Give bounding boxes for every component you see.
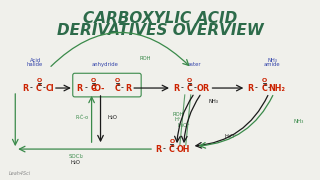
Text: H₂O: H₂O (108, 115, 117, 120)
Text: C: C (169, 145, 175, 154)
Text: OH: OH (177, 145, 190, 154)
Text: R: R (155, 145, 161, 154)
Text: H₃O⁺: H₃O⁺ (177, 123, 190, 128)
Text: -: - (255, 84, 258, 93)
Text: ROH: ROH (172, 112, 184, 117)
Text: -: - (163, 145, 165, 154)
Text: R-Č-o: R-Č-o (75, 115, 88, 120)
Text: ROH: ROH (140, 56, 151, 61)
Text: C: C (36, 84, 42, 93)
Text: O: O (187, 78, 192, 83)
Text: -: - (175, 145, 178, 154)
Text: O: O (91, 78, 96, 83)
Text: NH₃: NH₃ (209, 99, 219, 104)
Text: -: - (268, 84, 270, 93)
Text: -O-: -O- (92, 84, 105, 93)
Text: -: - (193, 84, 196, 93)
Text: -: - (121, 84, 124, 93)
Text: R: R (247, 84, 253, 93)
Text: Cl: Cl (46, 84, 54, 93)
Text: C: C (261, 84, 267, 93)
Text: H₂O: H₂O (71, 160, 81, 165)
Text: NH₃: NH₃ (293, 119, 304, 124)
Text: R: R (203, 84, 209, 93)
Text: R: R (173, 84, 179, 93)
Text: H₃O⁺: H₃O⁺ (225, 134, 238, 139)
Text: O: O (36, 78, 42, 83)
Text: C: C (187, 84, 193, 93)
Text: R: R (77, 84, 83, 93)
Text: C: C (115, 84, 120, 93)
Text: CARBOXYLIC ACID: CARBOXYLIC ACID (83, 11, 237, 26)
Text: Acid: Acid (29, 58, 41, 63)
Text: -: - (84, 84, 87, 93)
Text: R: R (125, 84, 131, 93)
Text: ester: ester (188, 62, 202, 67)
Text: anhydride: anhydride (92, 62, 119, 67)
Text: R: R (22, 84, 28, 93)
Text: H⁺: H⁺ (174, 117, 181, 122)
Text: DERIVATIVES OVERVIEW: DERIVATIVES OVERVIEW (57, 23, 263, 38)
Text: C: C (91, 84, 97, 93)
Text: O: O (196, 84, 203, 93)
Text: amide: amide (264, 62, 280, 67)
Text: NH₃: NH₃ (267, 58, 277, 63)
Text: O: O (169, 139, 174, 144)
Text: Leah4Sci: Leah4Sci (9, 171, 31, 176)
Text: halide: halide (27, 62, 43, 67)
Text: -: - (43, 84, 45, 93)
Text: O: O (115, 78, 120, 83)
Text: O: O (261, 78, 267, 83)
Text: -: - (30, 84, 33, 93)
Text: NH₂: NH₂ (268, 84, 285, 93)
Text: SOCl₂: SOCl₂ (68, 154, 83, 159)
Text: -: - (180, 84, 183, 93)
